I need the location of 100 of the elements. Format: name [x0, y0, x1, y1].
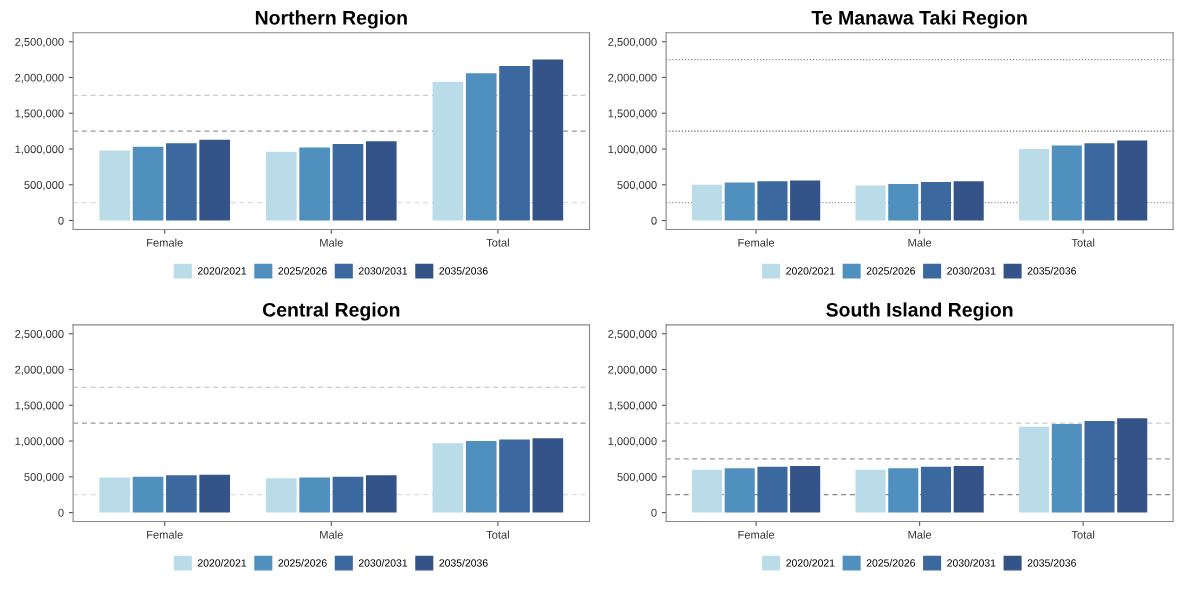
- bar: [920, 181, 952, 221]
- legend-label: 2030/2031: [358, 266, 408, 275]
- y-tick-label: 0: [651, 508, 657, 517]
- bar: [166, 143, 197, 221]
- x-tick-label: Male: [320, 238, 343, 247]
- legend-label: 2035/2036: [1027, 559, 1076, 567]
- bar: [499, 66, 530, 221]
- bar: [166, 475, 197, 513]
- bar: [532, 438, 564, 513]
- bar: [724, 182, 755, 221]
- y-tick-label: 1,000,000: [15, 437, 64, 447]
- y-tick-label: 0: [58, 216, 64, 225]
- legend-label: 2035/2036: [439, 266, 488, 275]
- bar: [365, 141, 397, 221]
- bar: [465, 73, 497, 221]
- bar: [465, 441, 497, 513]
- legend-label: 2030/2031: [358, 559, 408, 567]
- bar: [365, 475, 397, 513]
- y-tick-label: 2,500,000: [15, 37, 64, 48]
- y-tick-label: 500,000: [24, 473, 64, 483]
- bar: [790, 180, 821, 221]
- y-tick-label: 1,500,000: [15, 401, 64, 411]
- legend-label: 2025/2026: [866, 559, 915, 567]
- legend-label: 2020/2021: [197, 559, 247, 567]
- bar: [691, 469, 723, 513]
- y-tick-label: 2,000,000: [608, 73, 657, 83]
- bar: [432, 81, 464, 221]
- bar: [888, 184, 919, 221]
- y-tick-label: 0: [58, 508, 64, 517]
- bar: [199, 139, 231, 221]
- bar: [132, 146, 164, 221]
- legend-label: 2025/2026: [278, 266, 327, 275]
- legend-label: 2035/2036: [439, 559, 488, 567]
- x-tick-label: Total: [1071, 530, 1095, 539]
- y-tick-label: 500,000: [24, 181, 64, 191]
- y-tick-label: 1,000,000: [608, 437, 657, 447]
- bar: [724, 468, 755, 513]
- bar: [1117, 418, 1148, 513]
- chart-title: Te Manawa Taki Region: [811, 10, 1027, 29]
- bar: [266, 478, 297, 513]
- chart-title: Northern Region: [255, 10, 407, 29]
- bar: [299, 147, 330, 221]
- bar: [432, 443, 464, 513]
- bar: [1117, 140, 1148, 221]
- x-tick-label: Male: [320, 530, 343, 539]
- bar: [790, 466, 821, 513]
- y-tick-label: 1,500,000: [15, 109, 64, 119]
- x-tick-label: Male: [908, 238, 932, 247]
- y-tick-label: 0: [651, 216, 657, 225]
- legend-label: 2025/2026: [866, 266, 915, 275]
- bar: [1019, 426, 1050, 513]
- x-tick-label: Female: [147, 530, 183, 539]
- legend-label: 2020/2021: [786, 559, 835, 567]
- y-tick-label: 1,000,000: [15, 145, 64, 155]
- y-tick-label: 500,000: [617, 181, 657, 191]
- bar: [199, 474, 231, 513]
- bar: [1051, 423, 1082, 513]
- y-tick-label: 2,000,000: [15, 73, 64, 83]
- bar: [757, 466, 788, 513]
- bar: [332, 143, 364, 221]
- bar: [1084, 143, 1115, 221]
- y-tick-label: 1,000,000: [608, 145, 657, 155]
- bar: [1051, 145, 1082, 221]
- bar: [99, 150, 131, 221]
- bar: [266, 151, 297, 221]
- bar: [99, 477, 131, 513]
- legend-label: 2020/2021: [786, 266, 835, 275]
- bar: [499, 439, 530, 513]
- bar: [855, 469, 886, 513]
- bar: [299, 477, 330, 513]
- bar: [132, 476, 164, 513]
- y-tick-label: 500,000: [617, 473, 657, 483]
- chart-title: Central Region: [262, 302, 400, 321]
- y-tick-label: 2,000,000: [15, 365, 64, 375]
- chart-title: South Island Region: [826, 302, 1013, 321]
- bar: [757, 181, 788, 221]
- bar: [332, 476, 364, 513]
- bar: [691, 184, 723, 221]
- bar: [1019, 149, 1050, 221]
- x-tick-label: Total: [486, 238, 509, 247]
- x-tick-label: Female: [738, 530, 775, 539]
- bar: [953, 181, 984, 221]
- y-tick-label: 1,500,000: [608, 401, 657, 411]
- x-tick-label: Total: [486, 530, 509, 539]
- y-tick-label: 2,500,000: [608, 330, 657, 340]
- legend-label: 2025/2026: [278, 559, 327, 567]
- bar: [532, 59, 564, 221]
- legend-label: 2030/2031: [947, 266, 996, 275]
- x-tick-label: Female: [147, 238, 183, 247]
- legend-label: 2020/2021: [197, 266, 247, 275]
- legend-label: 2035/2036: [1027, 266, 1076, 275]
- x-tick-label: Female: [738, 238, 775, 247]
- y-tick-label: 2,500,000: [15, 330, 64, 340]
- y-tick-label: 2,500,000: [608, 37, 657, 48]
- y-tick-label: 2,000,000: [608, 365, 657, 375]
- x-tick-label: Total: [1071, 238, 1095, 247]
- bar: [855, 185, 886, 221]
- x-tick-label: Male: [908, 530, 932, 539]
- legend-label: 2030/2031: [947, 559, 996, 567]
- y-tick-label: 1,500,000: [608, 109, 657, 119]
